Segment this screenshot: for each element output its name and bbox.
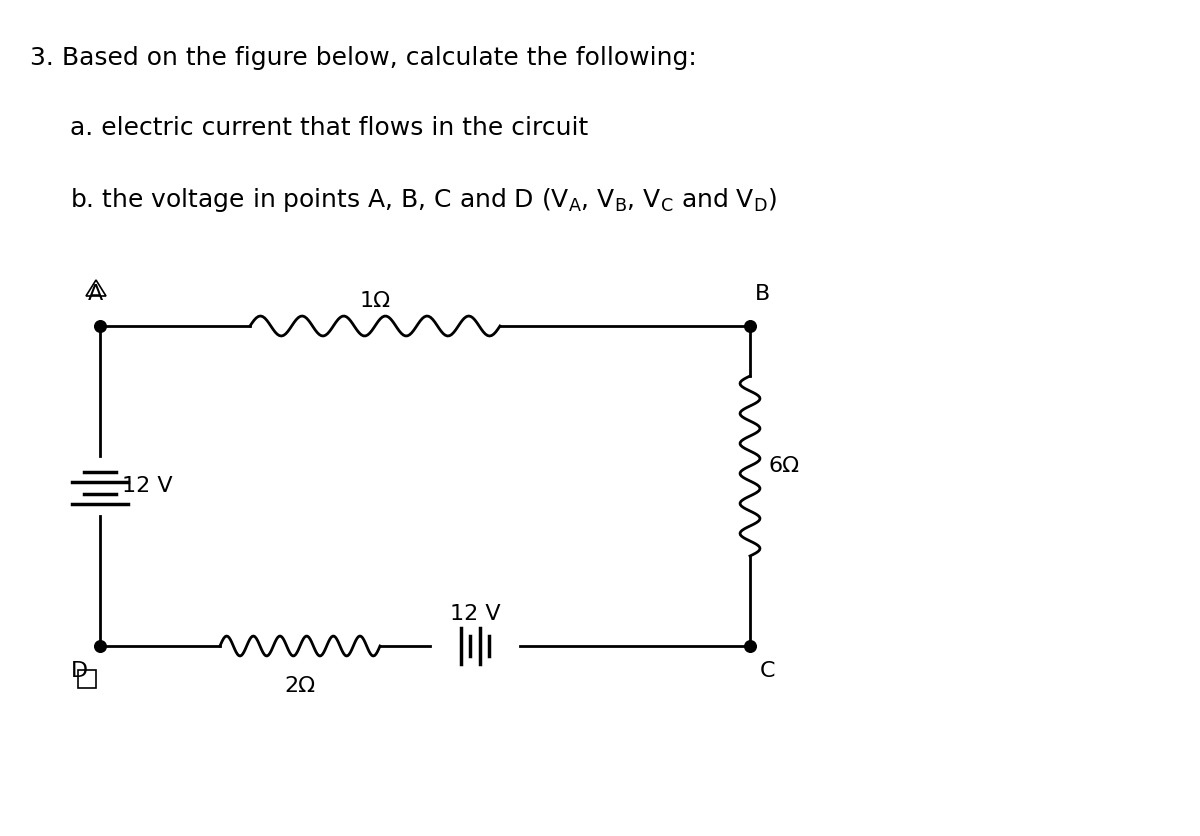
Text: D: D: [71, 661, 88, 681]
Point: [90, 640, 109, 653]
Text: B: B: [755, 284, 770, 304]
Text: C: C: [760, 661, 775, 681]
Text: 2Ω: 2Ω: [284, 676, 316, 696]
Text: 6Ω: 6Ω: [768, 456, 799, 476]
Point: [740, 319, 760, 333]
Text: 1Ω: 1Ω: [360, 291, 390, 311]
Text: a. electric current that flows in the circuit: a. electric current that flows in the ci…: [70, 116, 588, 140]
Text: A: A: [88, 284, 103, 304]
Text: 12 V: 12 V: [450, 604, 500, 624]
Point: [740, 640, 760, 653]
Text: 3. Based on the figure below, calculate the following:: 3. Based on the figure below, calculate …: [30, 46, 697, 70]
Text: 12 V: 12 V: [122, 476, 173, 496]
Text: b. the voltage in points A, B, C and D (V$_\mathregular{A}$, V$_\mathregular{B}$: b. the voltage in points A, B, C and D (…: [70, 186, 778, 214]
Point: [90, 319, 109, 333]
